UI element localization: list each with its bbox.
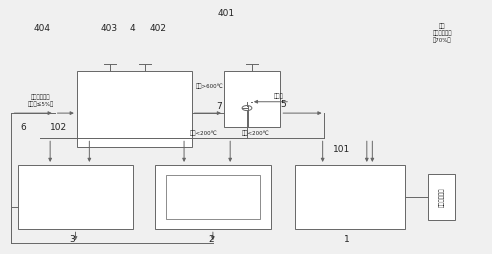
Text: 烟气<200℃: 烟气<200℃ — [189, 131, 217, 136]
Text: 冷空气: 冷空气 — [274, 94, 283, 100]
Text: 404: 404 — [34, 24, 51, 33]
Bar — [224, 71, 280, 127]
Bar — [18, 165, 133, 229]
Text: 5: 5 — [280, 100, 286, 109]
Bar — [166, 175, 260, 219]
Text: 烟气净化系统: 烟气净化系统 — [439, 188, 445, 208]
Bar — [428, 174, 455, 220]
Text: 烟气>600℃: 烟气>600℃ — [195, 84, 223, 89]
Text: 4: 4 — [129, 24, 135, 33]
Text: 102: 102 — [50, 122, 67, 132]
Text: 403: 403 — [100, 24, 117, 33]
Text: 6: 6 — [20, 122, 26, 132]
Text: 3: 3 — [69, 235, 75, 244]
Bar — [295, 165, 405, 229]
Text: 401: 401 — [218, 9, 235, 18]
Text: 2: 2 — [209, 235, 215, 244]
Text: 1: 1 — [344, 235, 349, 244]
Bar — [155, 165, 271, 229]
Text: 7: 7 — [216, 102, 222, 111]
Text: 402: 402 — [149, 24, 166, 33]
Bar — [77, 71, 192, 147]
Text: 101: 101 — [333, 145, 350, 154]
Text: 烟气<200℃: 烟气<200℃ — [242, 131, 269, 136]
Text: 烨干层的物料
（水分≤5%）: 烨干层的物料 （水分≤5%） — [28, 94, 54, 107]
Text: 广气
（处理后水分
（70%）: 广气 （处理后水分 （70%） — [432, 24, 452, 43]
